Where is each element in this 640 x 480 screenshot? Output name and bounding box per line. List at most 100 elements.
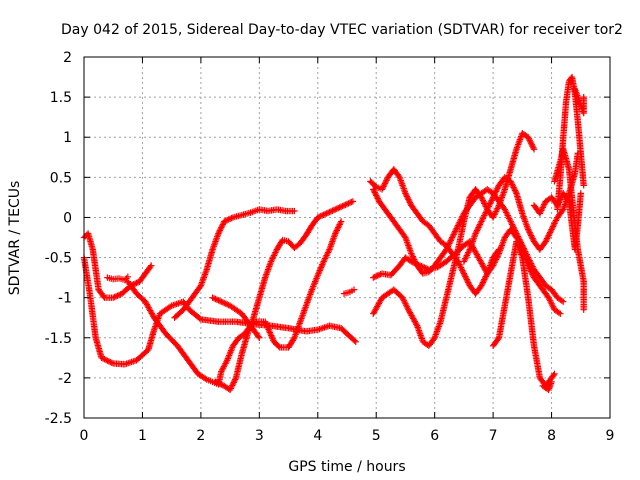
data-point (549, 223, 557, 230)
data-point (419, 263, 427, 271)
data-point (319, 259, 327, 267)
data-point (465, 249, 472, 256)
data-point (528, 141, 536, 148)
data-point (404, 194, 411, 202)
data-point (410, 254, 417, 262)
data-point (212, 378, 219, 386)
data-point (218, 298, 225, 305)
data-point (476, 221, 484, 228)
data-point (487, 198, 495, 206)
data-point (489, 194, 497, 201)
data-point (549, 224, 556, 232)
data-point (350, 286, 358, 293)
data-point (408, 251, 416, 259)
data-point (370, 187, 378, 195)
data-point (526, 229, 533, 236)
data-point (322, 253, 330, 261)
data-point (110, 294, 117, 301)
data-point (114, 292, 121, 299)
data-point (321, 210, 329, 218)
data-point (269, 255, 276, 262)
data-point (256, 334, 263, 341)
series-arc-4 (124, 218, 345, 388)
data-point (210, 295, 218, 302)
data-point (443, 244, 451, 252)
x-tick-label: 6 (430, 428, 439, 444)
data-point (327, 208, 335, 215)
data-point (492, 257, 499, 265)
data-point (374, 272, 381, 279)
data-point (325, 247, 332, 255)
x-tick-label: 5 (372, 428, 381, 444)
x-tick-label: 0 (80, 428, 89, 444)
data-point (228, 383, 235, 391)
data-point (493, 186, 500, 194)
x-tick-label: 7 (489, 428, 498, 444)
data-point (314, 272, 321, 279)
data-point (494, 185, 501, 192)
data-point (413, 261, 421, 268)
data-point (402, 300, 409, 307)
data-point (218, 224, 225, 231)
data-point (370, 186, 377, 193)
data-point (337, 219, 344, 227)
y-tick-label: 0.5 (50, 170, 72, 186)
data-point (463, 276, 471, 283)
data-point (478, 282, 485, 289)
data-point (580, 93, 587, 101)
data-point (508, 181, 516, 188)
data-point (275, 343, 282, 350)
x-axis-label: GPS time / hours (288, 459, 405, 475)
data-point (507, 218, 514, 225)
data-point (268, 256, 275, 264)
series-arc-3 (104, 273, 132, 284)
data-point (577, 190, 584, 197)
y-tick-label: -1 (58, 291, 72, 307)
data-point (459, 267, 466, 274)
data-point (345, 200, 352, 207)
data-point (489, 195, 496, 203)
data-layer (80, 73, 587, 394)
data-point (217, 225, 224, 233)
data-point (107, 358, 114, 366)
x-tick-label: 3 (255, 428, 264, 444)
data-point (481, 200, 488, 207)
data-point (508, 219, 515, 227)
data-point (544, 233, 552, 241)
data-point (449, 234, 456, 241)
plot-frame (83, 56, 611, 419)
x-tick-label: 9 (606, 428, 615, 444)
data-point (478, 194, 485, 201)
data-point (525, 135, 533, 142)
data-point (215, 380, 222, 387)
data-point (505, 213, 512, 221)
data-point (411, 259, 418, 267)
data-point (454, 223, 461, 231)
data-point (555, 309, 563, 316)
data-point (148, 262, 155, 269)
data-point (547, 227, 555, 235)
data-point (221, 218, 228, 225)
data-point (488, 197, 495, 204)
data-point (542, 238, 549, 245)
data-point (219, 299, 227, 306)
data-point (538, 205, 546, 213)
data-point (536, 210, 544, 217)
data-point (478, 218, 485, 225)
data-point (454, 222, 462, 229)
data-point (474, 225, 481, 233)
data-point (213, 296, 221, 303)
data-point (477, 219, 484, 227)
data-point (482, 209, 490, 216)
data-point (216, 227, 224, 234)
data-point (373, 273, 380, 280)
series-arc-15 (539, 378, 555, 394)
data-point (552, 218, 559, 226)
data-point (526, 265, 533, 272)
data-point (255, 333, 262, 340)
data-point (543, 236, 550, 244)
data-point (444, 243, 452, 250)
data-point (222, 217, 229, 224)
series-arc-12 (370, 226, 564, 317)
data-point (219, 221, 227, 228)
